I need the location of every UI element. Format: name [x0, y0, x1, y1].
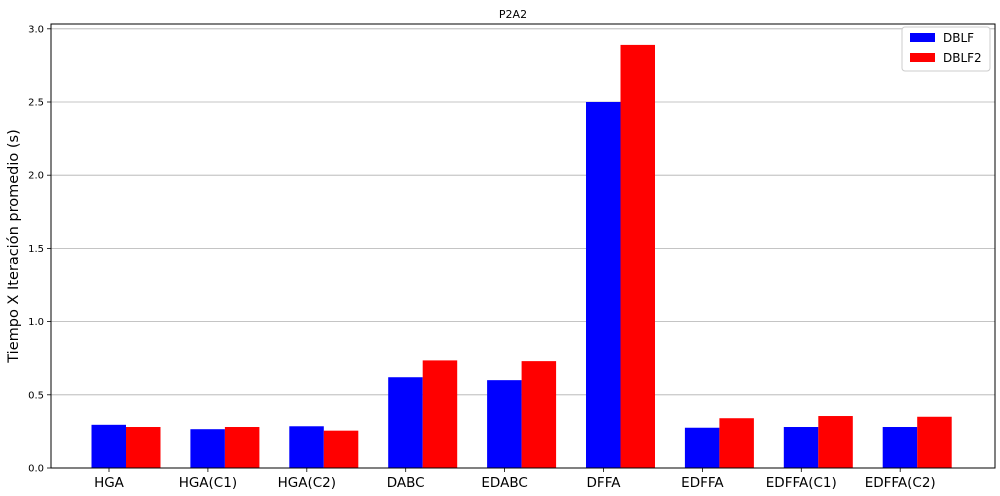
bar-dblf2-hga-c1 — [224, 427, 260, 468]
y-tick-label: 3.0 — [28, 24, 44, 35]
bar-dblf-edffa-c2 — [882, 427, 918, 468]
bar-dblf2-edffa — [719, 418, 754, 468]
bar-dblf2-edffa-c2 — [917, 416, 952, 468]
legend-label-dblf: DBLF — [943, 31, 974, 45]
chart-title: P2A2 — [499, 8, 527, 21]
x-tick-label: EDFFA(C2) — [865, 475, 936, 491]
x-tick-label: EDABC — [481, 475, 527, 491]
y-tick-label: 0.5 — [28, 390, 44, 401]
bar-dblf-edabc — [487, 380, 522, 468]
bar-dblf2-dabc — [422, 360, 458, 468]
y-tick-label: 1.5 — [28, 244, 44, 255]
x-tick-label: HGA(C1) — [179, 475, 237, 491]
y-tick-label: 2.5 — [28, 98, 44, 109]
bar-dblf-dabc — [388, 377, 423, 468]
x-tick-label: EDFFA — [681, 475, 724, 491]
legend-swatch-dblf2 — [910, 53, 935, 62]
bar-dblf-hga — [91, 424, 126, 468]
x-tick-label: HGA — [94, 475, 125, 491]
y-axis-label: Tiempo X Iteración promedio (s) — [6, 129, 22, 363]
y-tick-label: 2.0 — [28, 171, 44, 182]
gridlines — [51, 28, 995, 396]
x-tick-label: DFFA — [587, 475, 622, 491]
bar-dblf-edffa — [684, 427, 720, 468]
bar-dblf-edffa-c1 — [783, 427, 819, 468]
bar-dblf2-edabc — [521, 361, 557, 468]
bar-dblf2-hga-c2 — [323, 430, 359, 468]
bar-dblf-dffa — [586, 102, 621, 468]
bar-dblf2-hga — [126, 427, 161, 468]
bar-dblf2-dffa — [620, 44, 655, 469]
y-axis-ticks: 0.0 0.5 1.0 1.5 2.0 2.5 3.0 — [28, 24, 51, 475]
bars — [91, 44, 952, 469]
x-axis-ticks: HGA HGA(C1) HGA(C2) DABC EDABC DFFA EDFFA EDFFA… — [94, 468, 936, 491]
x-tick-label: EDFFA(C1) — [766, 475, 837, 491]
plot-frame — [50, 23, 996, 469]
legend: DBLF DBLF2 — [901, 26, 991, 72]
bar-dblf-hga-c1 — [190, 429, 225, 468]
x-tick-label: DABC — [387, 475, 425, 491]
legend-swatch-dblf — [910, 33, 935, 42]
y-tick-label: 1.0 — [28, 317, 44, 328]
y-tick-label: 0.0 — [28, 464, 44, 475]
bar-dblf-hga-c2 — [289, 426, 324, 468]
bar-dblf2-edffa-c1 — [818, 416, 853, 468]
x-tick-label: HGA(C2) — [278, 475, 336, 491]
legend-label-dblf2: DBLF2 — [943, 51, 982, 65]
